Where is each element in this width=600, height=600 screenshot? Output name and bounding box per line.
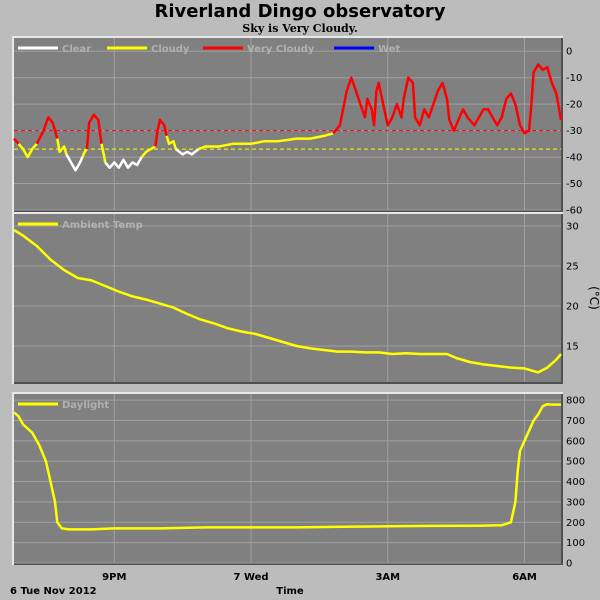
sky-legend-label-3: Wet — [378, 44, 400, 55]
sky-legend-label-2: Very Cloudy — [247, 44, 315, 55]
temp-ytick-1: 20 — [566, 302, 579, 313]
sky-segment-7 — [100, 143, 107, 163]
daylight-legend-label-0: Daylight — [62, 400, 109, 411]
daylight-ytick-6: 600 — [566, 436, 585, 447]
x-tick-1: 7 Wed — [234, 572, 269, 583]
temp-series-0 — [13, 228, 562, 374]
footer-time-label: Time — [276, 586, 304, 597]
sky-segment-10 — [154, 118, 168, 147]
daylight-ytick-7: 700 — [566, 416, 585, 427]
daylight-ytick-3: 300 — [566, 497, 585, 508]
daylight-panel: 0 100 200 300 400 500 600 700 800 Daylight — [12, 392, 585, 570]
sky-segment-13 — [198, 132, 334, 151]
temp-panel-bg — [14, 214, 561, 382]
daylight-series-0 — [13, 402, 561, 531]
sky-legend-label-1: Cloudy — [151, 44, 190, 55]
daylight-panel-bg — [14, 394, 561, 563]
sky-panel: 0 -10 -20 -30 -40 -50 -60 Clear Cloudy Very Cloud… — [12, 36, 582, 217]
sky-legend-label-0: Clear — [62, 44, 91, 55]
sky-ytick-3: -30 — [566, 126, 582, 137]
sky-segment-14 — [332, 63, 563, 135]
x-tick-0: 9PM — [102, 572, 126, 583]
sky-segment-11 — [165, 135, 178, 150]
sky-segment-8 — [104, 156, 143, 169]
sky-panel-bg — [14, 38, 561, 210]
x-tick-3: 6AM — [512, 572, 537, 583]
sky-segment-1 — [17, 142, 38, 159]
sky-segment-9 — [140, 145, 156, 158]
sky-segment-0 — [13, 137, 20, 145]
sky-segment-2 — [35, 116, 59, 145]
sky-segment-4 — [65, 153, 84, 172]
sky-ytick-6: -60 — [566, 206, 582, 217]
temp-panel: 15 20 25 30 (°C) Ambient Temp — [12, 212, 600, 384]
sky-ytick-0: 0 — [566, 47, 572, 58]
daylight-ytick-5: 500 — [566, 457, 585, 468]
daylight-ytick-4: 400 — [566, 477, 585, 488]
daylight-ytick-8: 800 — [566, 396, 585, 407]
sky-ytick-2: -20 — [566, 100, 582, 111]
daylight-ytick-1: 100 — [566, 538, 585, 549]
temp-legend-label-0: Ambient Temp — [62, 220, 143, 231]
sky-segment-6 — [85, 113, 103, 150]
sky-ytick-5: -50 — [566, 179, 582, 190]
sky-segment-5 — [81, 148, 88, 158]
sky-ytick-1: -10 — [566, 73, 582, 84]
temp-ytick-0: 15 — [566, 342, 579, 353]
temp-ylabel: (°C) — [587, 286, 600, 310]
page-subtitle: Sky is Very Cloudy. — [242, 22, 358, 35]
sky-ytick-4: -40 — [566, 153, 582, 164]
sky-segment-12 — [175, 148, 200, 156]
page-title: Riverland Dingo observatory — [154, 1, 446, 22]
sky-segment-3 — [56, 138, 68, 155]
footer-date-label: 6 Tue Nov 2012 — [10, 586, 97, 597]
temp-ytick-2: 25 — [566, 262, 579, 273]
daylight-ytick-2: 200 — [566, 518, 585, 529]
temp-ytick-3: 30 — [566, 222, 579, 233]
daylight-ytick-0: 0 — [566, 559, 572, 570]
x-tick-2: 3AM — [375, 572, 400, 583]
